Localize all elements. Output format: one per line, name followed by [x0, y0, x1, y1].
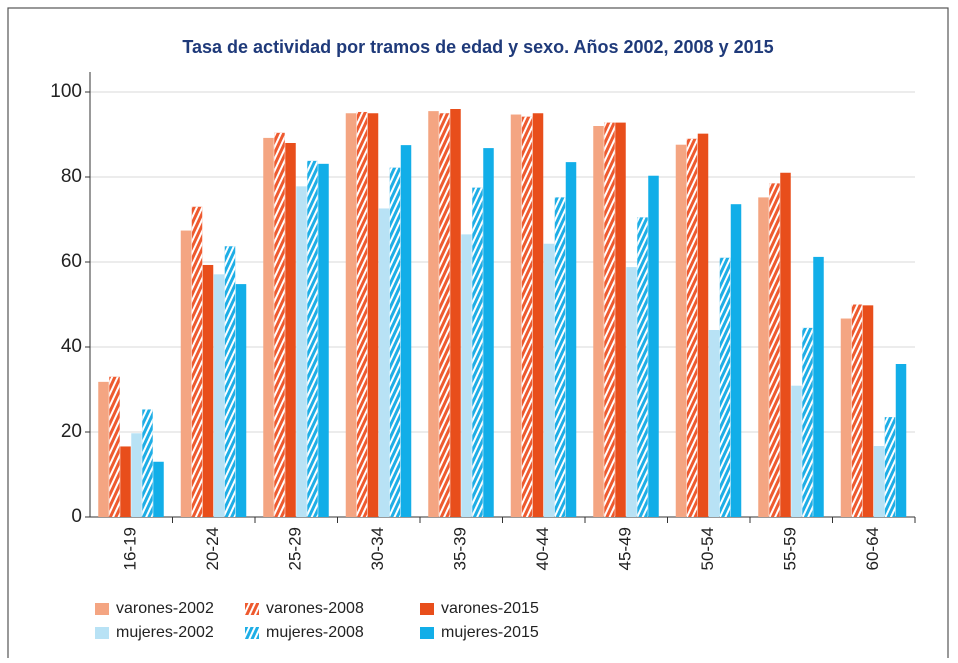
legend-swatch	[420, 627, 434, 639]
bar	[697, 133, 709, 517]
y-tick-label: 20	[61, 421, 82, 442]
bar	[615, 122, 626, 517]
legend-label: varones-2015	[441, 600, 539, 617]
bar	[345, 113, 357, 517]
legend-swatch	[95, 603, 109, 615]
bar	[131, 433, 142, 517]
y-tick-label: 0	[71, 506, 82, 527]
bar	[450, 109, 461, 517]
bar	[532, 113, 544, 517]
bar-hatch	[521, 116, 533, 518]
bar	[593, 126, 604, 517]
bar	[543, 243, 555, 517]
bar-hatch	[851, 304, 863, 517]
bar-hatch	[472, 187, 483, 517]
bar	[202, 264, 214, 517]
bar	[648, 175, 659, 517]
bar-hatch	[686, 138, 698, 517]
bar	[675, 144, 687, 517]
bar	[758, 197, 769, 517]
bar-hatch	[307, 160, 318, 517]
legend-swatch	[95, 627, 109, 639]
bar	[318, 163, 329, 517]
x-tick-label: 30-34	[368, 527, 387, 570]
x-tick-label: 16-19	[121, 527, 140, 570]
bar-hatch	[769, 183, 780, 517]
legend-swatch-hatch	[245, 603, 259, 615]
legend-label: mujeres-2002	[116, 624, 214, 641]
bar-hatch	[389, 167, 401, 517]
bar-hatch	[884, 417, 896, 517]
y-tick-label: 60	[61, 251, 82, 272]
bar	[153, 461, 164, 517]
bar-hatch	[719, 257, 731, 517]
bar-hatch	[142, 409, 153, 517]
bar-hatch	[356, 111, 368, 517]
bar	[708, 330, 720, 517]
legend-label: mujeres-2015	[441, 624, 539, 641]
bar-hatch	[274, 132, 285, 518]
bar	[120, 446, 131, 517]
bar	[296, 186, 307, 517]
bar	[285, 143, 296, 517]
bar	[428, 111, 439, 517]
bar-hatch	[554, 197, 566, 517]
legend-label: mujeres-2008	[266, 624, 364, 641]
y-tick-label: 40	[61, 336, 82, 357]
x-tick-label: 50-54	[698, 527, 717, 570]
x-tick-label: 45-49	[616, 527, 635, 570]
bar-hatch	[439, 113, 450, 517]
bar	[400, 145, 412, 517]
bar	[263, 137, 274, 517]
y-tick-label: 100	[50, 81, 82, 102]
bar	[98, 381, 109, 517]
chart-title: Tasa de actividad por tramos de edad y s…	[182, 37, 773, 57]
bar	[840, 318, 852, 517]
y-tick-label: 80	[61, 166, 82, 187]
bar	[235, 284, 247, 517]
bar	[483, 148, 494, 517]
legend-swatch-hatch	[245, 627, 259, 639]
bar	[626, 267, 637, 517]
bar	[895, 364, 907, 517]
legend-label: varones-2002	[116, 600, 214, 617]
bar-hatch	[109, 376, 120, 517]
bar	[213, 274, 225, 517]
bar	[791, 385, 802, 517]
x-tick-label: 40-44	[533, 527, 552, 570]
x-tick-label: 25-29	[286, 527, 305, 570]
bar	[367, 113, 379, 517]
x-tick-label: 60-64	[863, 527, 882, 570]
bar-hatch	[191, 206, 203, 517]
bar	[780, 172, 791, 517]
legend-label: varones-2008	[266, 600, 364, 617]
legend-swatch	[420, 603, 434, 615]
bar	[180, 230, 192, 518]
bar	[873, 446, 885, 517]
bar	[565, 162, 577, 517]
bar	[813, 256, 824, 517]
bar	[378, 208, 390, 517]
bar-hatch	[604, 122, 615, 517]
bar	[510, 114, 522, 518]
x-tick-label: 55-59	[781, 527, 800, 570]
bar-hatch	[802, 327, 813, 517]
bar-hatch	[224, 246, 236, 517]
bar-hatch	[637, 217, 648, 517]
x-tick-label: 35-39	[451, 527, 470, 570]
x-tick-label: 20-24	[203, 527, 222, 570]
bar	[461, 234, 472, 517]
bar	[730, 204, 742, 517]
bar	[862, 305, 874, 517]
